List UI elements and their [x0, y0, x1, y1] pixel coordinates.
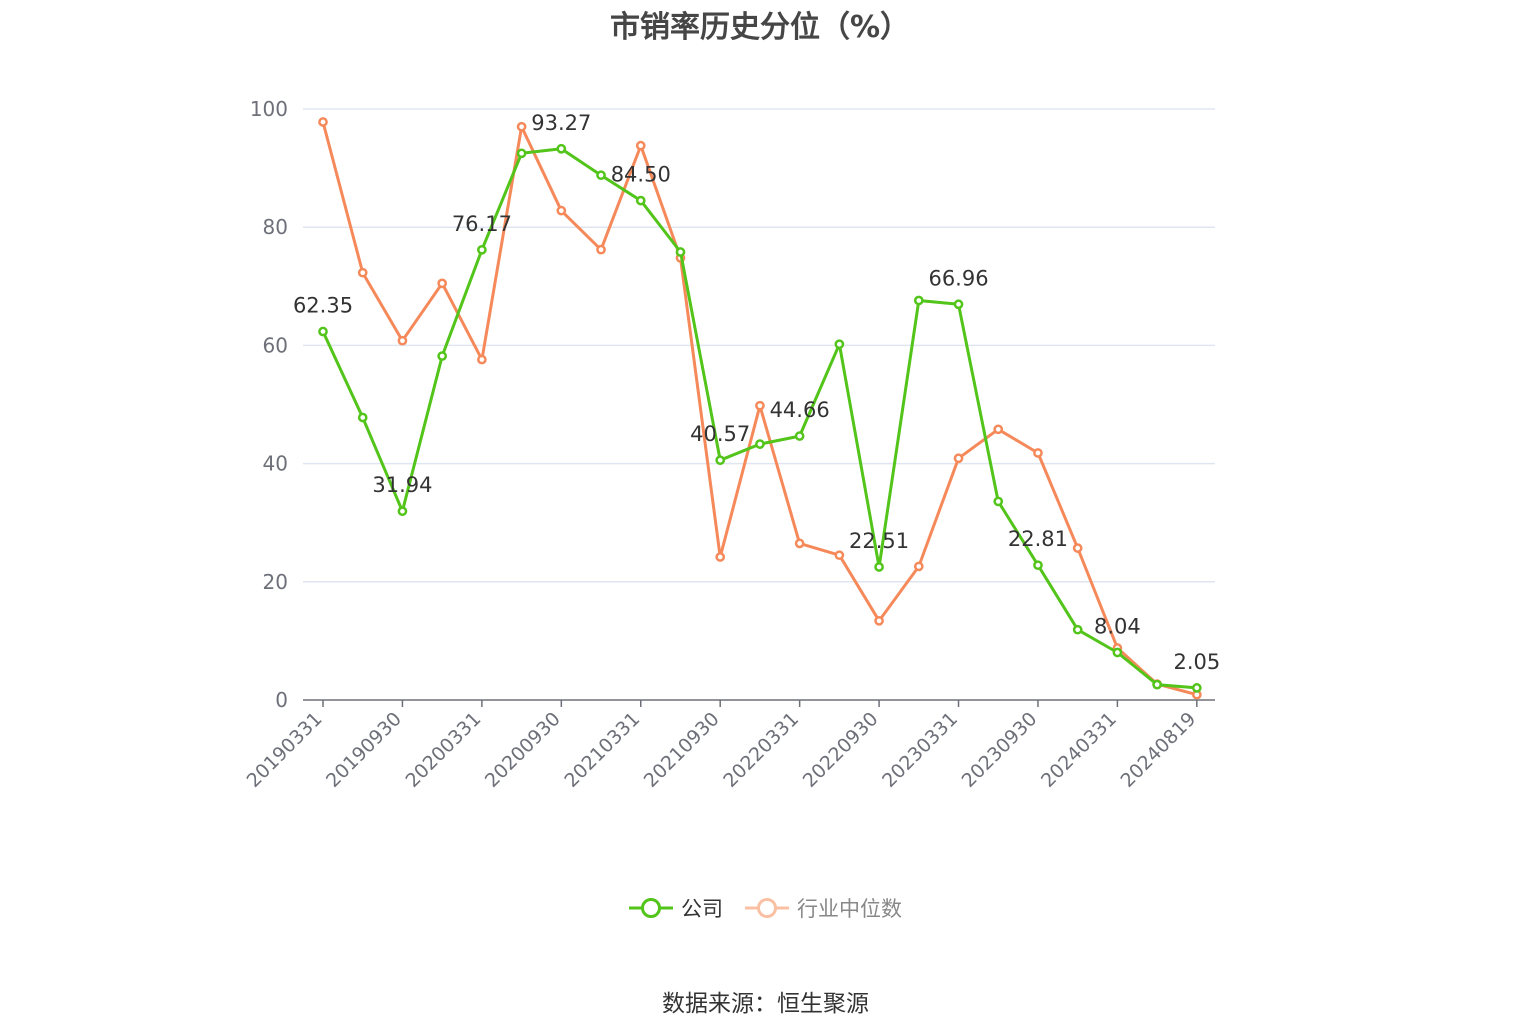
legend-label-industry: 行业中位数 [797, 897, 902, 921]
data-point-company[interactable] [834, 339, 845, 350]
data-point-company[interactable] [1072, 624, 1083, 635]
x-tick-label: 20220331 [719, 708, 803, 792]
data-point-company[interactable] [596, 170, 606, 181]
data-point-company[interactable] [675, 247, 686, 257]
data-point-company[interactable] [1033, 560, 1043, 571]
data-point-company[interactable] [477, 244, 487, 255]
data-point-industry[interactable] [397, 335, 408, 346]
y-tick-label: 100 [250, 97, 288, 121]
data-point-company[interactable] [953, 299, 964, 310]
data-point-industry[interactable] [874, 615, 884, 626]
x-axis [303, 699, 1215, 707]
y-tick-label: 40 [263, 452, 288, 476]
x-tick-label: 20230930 [958, 708, 1042, 792]
data-point-industry[interactable] [437, 278, 448, 289]
data-point-industry[interactable] [755, 400, 765, 411]
data-point-company[interactable] [516, 148, 527, 159]
x-tick-label: 20200331 [401, 708, 485, 792]
x-tick-label: 20190331 [243, 708, 327, 792]
y-tick-label: 60 [263, 333, 288, 357]
data-label: 66.96 [928, 266, 988, 290]
data-point-industry[interactable] [794, 538, 805, 549]
legend-item-industry[interactable]: 行业中位数 [745, 893, 902, 923]
data-point-company[interactable] [357, 412, 368, 423]
x-tick-label: 20210331 [560, 708, 644, 792]
x-tick-label: 20230331 [878, 708, 962, 792]
data-label: 2.05 [1173, 650, 1220, 674]
data-point-company[interactable] [755, 439, 765, 449]
y-tick-label: 0 [275, 688, 288, 712]
data-label: 40.57 [690, 422, 750, 446]
legend-company-marker-icon [629, 898, 673, 918]
data-point-industry[interactable] [1033, 448, 1043, 458]
data-source-note: 数据来源：恒生聚源 [662, 991, 869, 1017]
y-tick-label: 80 [263, 215, 288, 239]
data-label: 8.04 [1094, 614, 1141, 638]
data-label: 76.17 [452, 212, 512, 236]
data-point-company[interactable] [993, 496, 1004, 507]
data-point-company[interactable] [1152, 679, 1162, 690]
data-point-company[interactable] [556, 143, 567, 154]
data-point-industry[interactable] [556, 205, 567, 216]
data-label: 84.50 [611, 163, 671, 187]
data-point-industry[interactable] [635, 140, 646, 151]
data-point-industry[interactable] [913, 561, 924, 572]
data-label: 31.94 [372, 473, 432, 497]
data-label: 44.66 [770, 398, 830, 422]
data-point-industry[interactable] [357, 267, 368, 278]
x-tick-label: 20240819 [1116, 708, 1200, 792]
data-label: 93.27 [531, 111, 591, 135]
x-tick-labels: 2019033120190930202003312020093020210331… [243, 708, 1201, 792]
x-tick-label: 20220930 [799, 708, 883, 792]
data-label: 22.81 [1008, 527, 1068, 551]
data-point-industry[interactable] [596, 244, 606, 255]
series-lines [318, 117, 1202, 700]
legend-item-company[interactable]: 公司 [629, 893, 723, 923]
data-point-company[interactable] [1191, 683, 1202, 693]
y-tick-label: 20 [263, 570, 288, 594]
data-label: 22.51 [849, 529, 909, 553]
data-point-industry[interactable] [715, 552, 726, 562]
data-point-industry[interactable] [834, 550, 845, 561]
legend: 公司 行业中位数 [0, 893, 1531, 923]
data-point-industry[interactable] [516, 121, 527, 132]
data-point-industry[interactable] [318, 117, 328, 127]
data-point-company[interactable] [874, 562, 884, 572]
legend-industry-marker-icon [745, 898, 789, 918]
data-point-company[interactable] [437, 351, 448, 361]
data-point-company[interactable] [794, 431, 805, 441]
data-point-company[interactable] [318, 326, 328, 337]
y-axis: 0 20 40 60 80 100 [250, 97, 288, 712]
data-point-industry[interactable] [1072, 543, 1083, 553]
data-point-company[interactable] [715, 455, 726, 466]
data-label: 62.35 [293, 294, 353, 318]
chart-title: 市销率历史分位（%） [609, 10, 911, 45]
data-point-industry[interactable] [953, 453, 964, 464]
x-tick-label: 20200930 [481, 708, 565, 792]
grid-lines [303, 108, 1215, 583]
x-tick-label: 20240331 [1037, 708, 1121, 792]
legend-label-company: 公司 [681, 897, 723, 921]
x-tick-label: 20210930 [640, 708, 724, 792]
data-point-company[interactable] [635, 195, 646, 206]
data-point-company[interactable] [1112, 647, 1123, 658]
data-point-industry[interactable] [993, 424, 1004, 435]
data-point-company[interactable] [913, 295, 924, 306]
data-labels: 62.35 31.94 76.17 93.27 84.50 40.57 44.66 22.51… [293, 111, 1220, 674]
x-tick-label: 20190930 [322, 708, 406, 792]
data-point-industry[interactable] [477, 354, 487, 365]
data-point-company[interactable] [397, 506, 408, 517]
